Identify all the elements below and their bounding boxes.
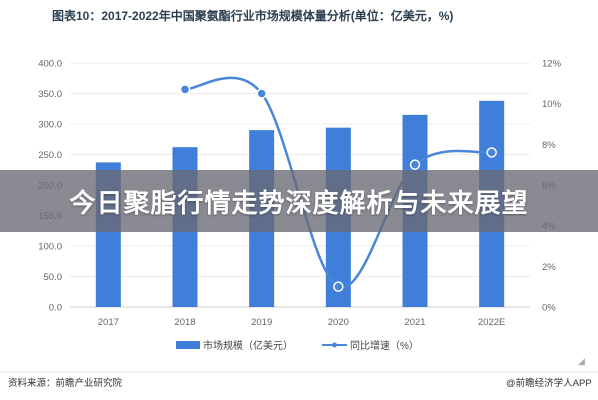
left-tick-label: 400.0 bbox=[38, 59, 62, 70]
line-series bbox=[179, 76, 497, 292]
line-point bbox=[333, 281, 344, 292]
legend: 市场规模（亿美元） 同比增速（%） bbox=[176, 339, 419, 352]
left-tick-label: 100.0 bbox=[38, 242, 62, 253]
line-point bbox=[486, 147, 497, 158]
x-tick-label: 2017 bbox=[98, 317, 119, 328]
footer-source: 资料来源：前瞻产业研究院 bbox=[8, 377, 123, 389]
x-axis-ticks: 2017 2018 2019 2020 2021 2022E bbox=[98, 317, 506, 328]
line-point bbox=[409, 159, 421, 170]
line-point bbox=[256, 88, 267, 99]
left-tick-label: 250.0 bbox=[38, 150, 62, 161]
left-tick-label: 50.0 bbox=[44, 272, 63, 283]
left-tick-label: 0.0 bbox=[49, 303, 62, 314]
footer-brand: @前瞻经济学人APP bbox=[506, 377, 592, 389]
chart-title: 图表10：2017-2022年中国聚氨酯行业市场规模体量分析(单位：亿美元，%) bbox=[52, 8, 453, 23]
x-tick-label: 2018 bbox=[174, 317, 195, 328]
right-tick-label: 2% bbox=[542, 262, 556, 273]
legend-bar-swatch bbox=[176, 341, 200, 349]
legend-bar-label: 市场规模（亿美元） bbox=[203, 339, 293, 352]
right-tick-label: 12% bbox=[542, 59, 562, 70]
line-point bbox=[179, 84, 191, 95]
right-tick-label: 0% bbox=[542, 303, 556, 314]
left-tick-label: 350.0 bbox=[38, 89, 62, 100]
x-tick-label: 2019 bbox=[251, 317, 272, 328]
legend-line-label: 同比增速（%） bbox=[350, 339, 419, 352]
x-tick-label: 2020 bbox=[328, 317, 349, 328]
left-tick-label: 300.0 bbox=[38, 120, 62, 131]
expand-icon: ◢ bbox=[578, 356, 585, 366]
legend-line-marker bbox=[332, 342, 337, 348]
right-tick-label: 10% bbox=[542, 99, 562, 110]
right-tick-label: 8% bbox=[542, 140, 556, 151]
x-tick-label: 2021 bbox=[404, 317, 425, 328]
title-banner: 今日聚脂行情走势深度解析与未来展望 bbox=[0, 170, 598, 232]
banner-title: 今日聚脂行情走势深度解析与未来展望 bbox=[69, 188, 529, 219]
x-tick-label: 2022E bbox=[478, 317, 505, 328]
